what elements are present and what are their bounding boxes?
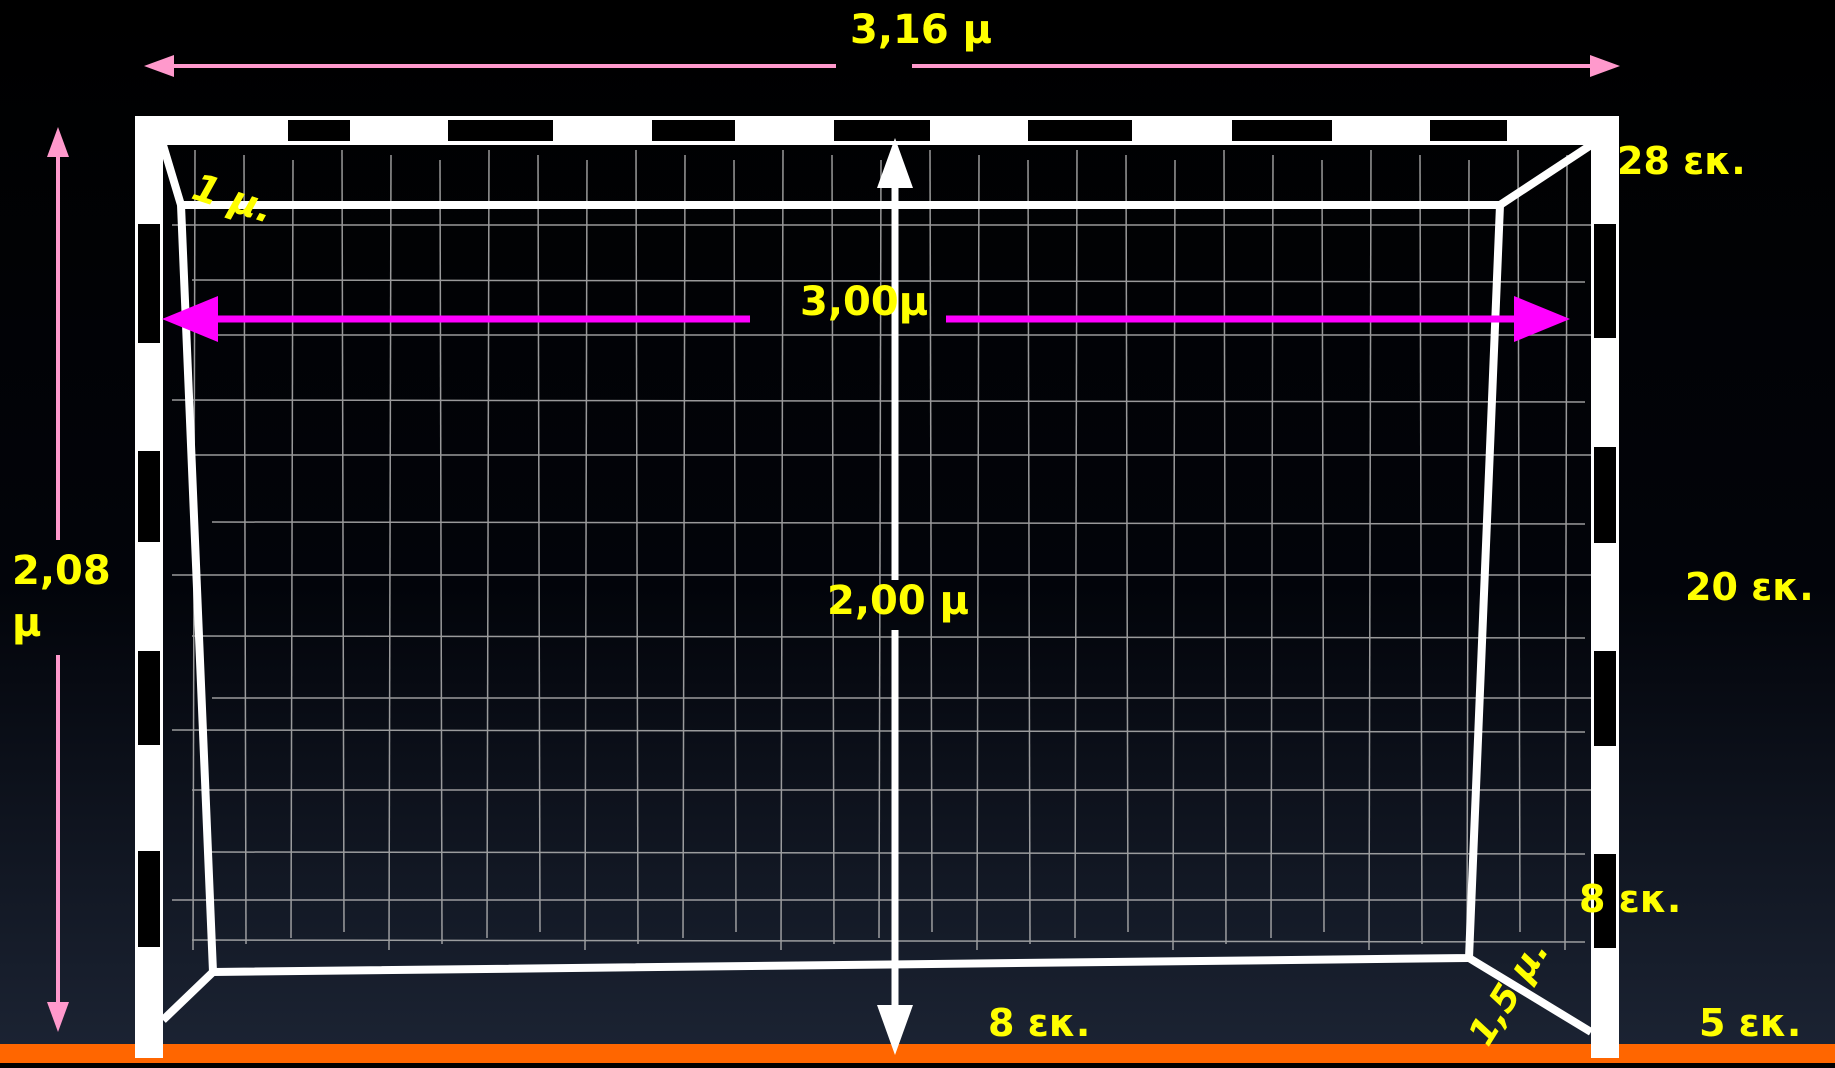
total-height-label-line1: 2,08 <box>12 548 111 594</box>
net-vertical-line <box>976 154 980 951</box>
net-vertical-line <box>1321 159 1325 933</box>
crossbar-stripe <box>1232 120 1332 141</box>
net-vertical-line <box>486 149 490 939</box>
total-width-arrowhead-right <box>1590 55 1620 77</box>
net-vertical-line <box>439 159 443 945</box>
crossbar-stripe <box>288 120 350 141</box>
net-vertical-line <box>878 159 882 939</box>
top-left-connector <box>159 143 185 207</box>
crossbar <box>135 116 1619 145</box>
goal-net <box>171 149 1615 951</box>
net-vertical-line <box>1517 149 1521 933</box>
net-horizontal-line <box>171 729 1586 733</box>
net-horizontal-line <box>191 635 1586 639</box>
total-height-arrowhead-up <box>47 127 69 157</box>
inner-width-label: 3,00μ <box>800 279 928 325</box>
goal-line-width-label: 5 εκ. <box>1699 1001 1801 1045</box>
net-vertical-line <box>1270 154 1274 939</box>
net-horizontal-line <box>191 279 1586 283</box>
net-vertical-line <box>635 149 639 945</box>
net-vertical-line <box>537 154 541 933</box>
total-width-label: 3,16 μ <box>850 7 992 53</box>
total-width-arrowhead-left <box>144 55 174 77</box>
top-right-connector <box>1497 141 1594 209</box>
net-vertical-line <box>1125 154 1129 933</box>
net-vertical-line <box>831 154 835 945</box>
right-post-stripes <box>1594 224 1616 948</box>
crossbar-stripe <box>448 120 553 141</box>
inner-width-arrow <box>162 296 1570 342</box>
left-post-stripes <box>138 224 160 947</box>
right-post-stripe <box>1594 447 1616 543</box>
inner-height-arrowhead-up <box>877 138 913 188</box>
crossbar-stripe <box>652 120 735 141</box>
net-vertical-line <box>1466 159 1470 939</box>
bottom-left-connector <box>160 969 216 1023</box>
right-post-stripe <box>1594 651 1616 746</box>
crossbar-stripe <box>1430 120 1507 141</box>
inner-height-arrowhead-down <box>877 1005 913 1055</box>
total-height-arrowhead-down <box>47 1002 69 1032</box>
net-vertical-line <box>1564 154 1568 951</box>
left-post-stripe <box>138 651 160 745</box>
net-vertical-line <box>1027 159 1031 945</box>
net-vertical-lines <box>192 149 1568 951</box>
net-vertical-line <box>1172 159 1176 951</box>
stripe-length-label: 20 εκ. <box>1685 565 1814 609</box>
left-post-stripe <box>138 224 160 343</box>
net-vertical-line <box>388 154 392 951</box>
net-vertical-line <box>780 149 784 951</box>
net-vertical-line <box>290 159 294 939</box>
right-post <box>1591 116 1619 1058</box>
inner-height-label: 2,00 μ <box>827 578 969 624</box>
net-vertical-line <box>243 154 247 945</box>
net-horizontal-line <box>171 399 1586 403</box>
inner-width-arrowhead-left <box>162 296 218 342</box>
net-vertical-line <box>1223 149 1227 945</box>
crossbar-thickness-label: 28 εκ. <box>1617 139 1746 183</box>
right-post-stripe <box>1594 854 1616 948</box>
total-width-arrow <box>144 55 1620 77</box>
net-vertical-line <box>1368 149 1372 951</box>
right-post-stripe <box>1594 224 1616 338</box>
net-vertical-line <box>733 159 737 933</box>
bottom-thickness-label: 8 εκ. <box>988 1001 1090 1045</box>
left-post-stripe <box>138 451 160 542</box>
net-vertical-line <box>584 159 588 951</box>
net-vertical-line <box>1419 154 1423 945</box>
goal-back-frame <box>159 141 1594 1036</box>
left-post <box>135 116 163 1058</box>
net-vertical-line <box>682 154 686 939</box>
left-post-stripe <box>138 851 160 947</box>
total-height-arrow <box>47 127 69 1032</box>
goal-line <box>0 1044 1835 1063</box>
inner-width-arrowhead-right <box>1514 296 1570 342</box>
crossbar-stripes <box>288 120 1507 141</box>
crossbar-stripe <box>834 120 930 141</box>
crossbar-stripe <box>1028 120 1132 141</box>
total-height-label-line2: μ <box>12 600 41 646</box>
bottom-right-connector <box>1466 954 1594 1036</box>
post-width-label: 8 εκ. <box>1579 877 1681 921</box>
inner-height-arrow <box>877 138 913 1055</box>
net-horizontal-line <box>191 939 1586 943</box>
